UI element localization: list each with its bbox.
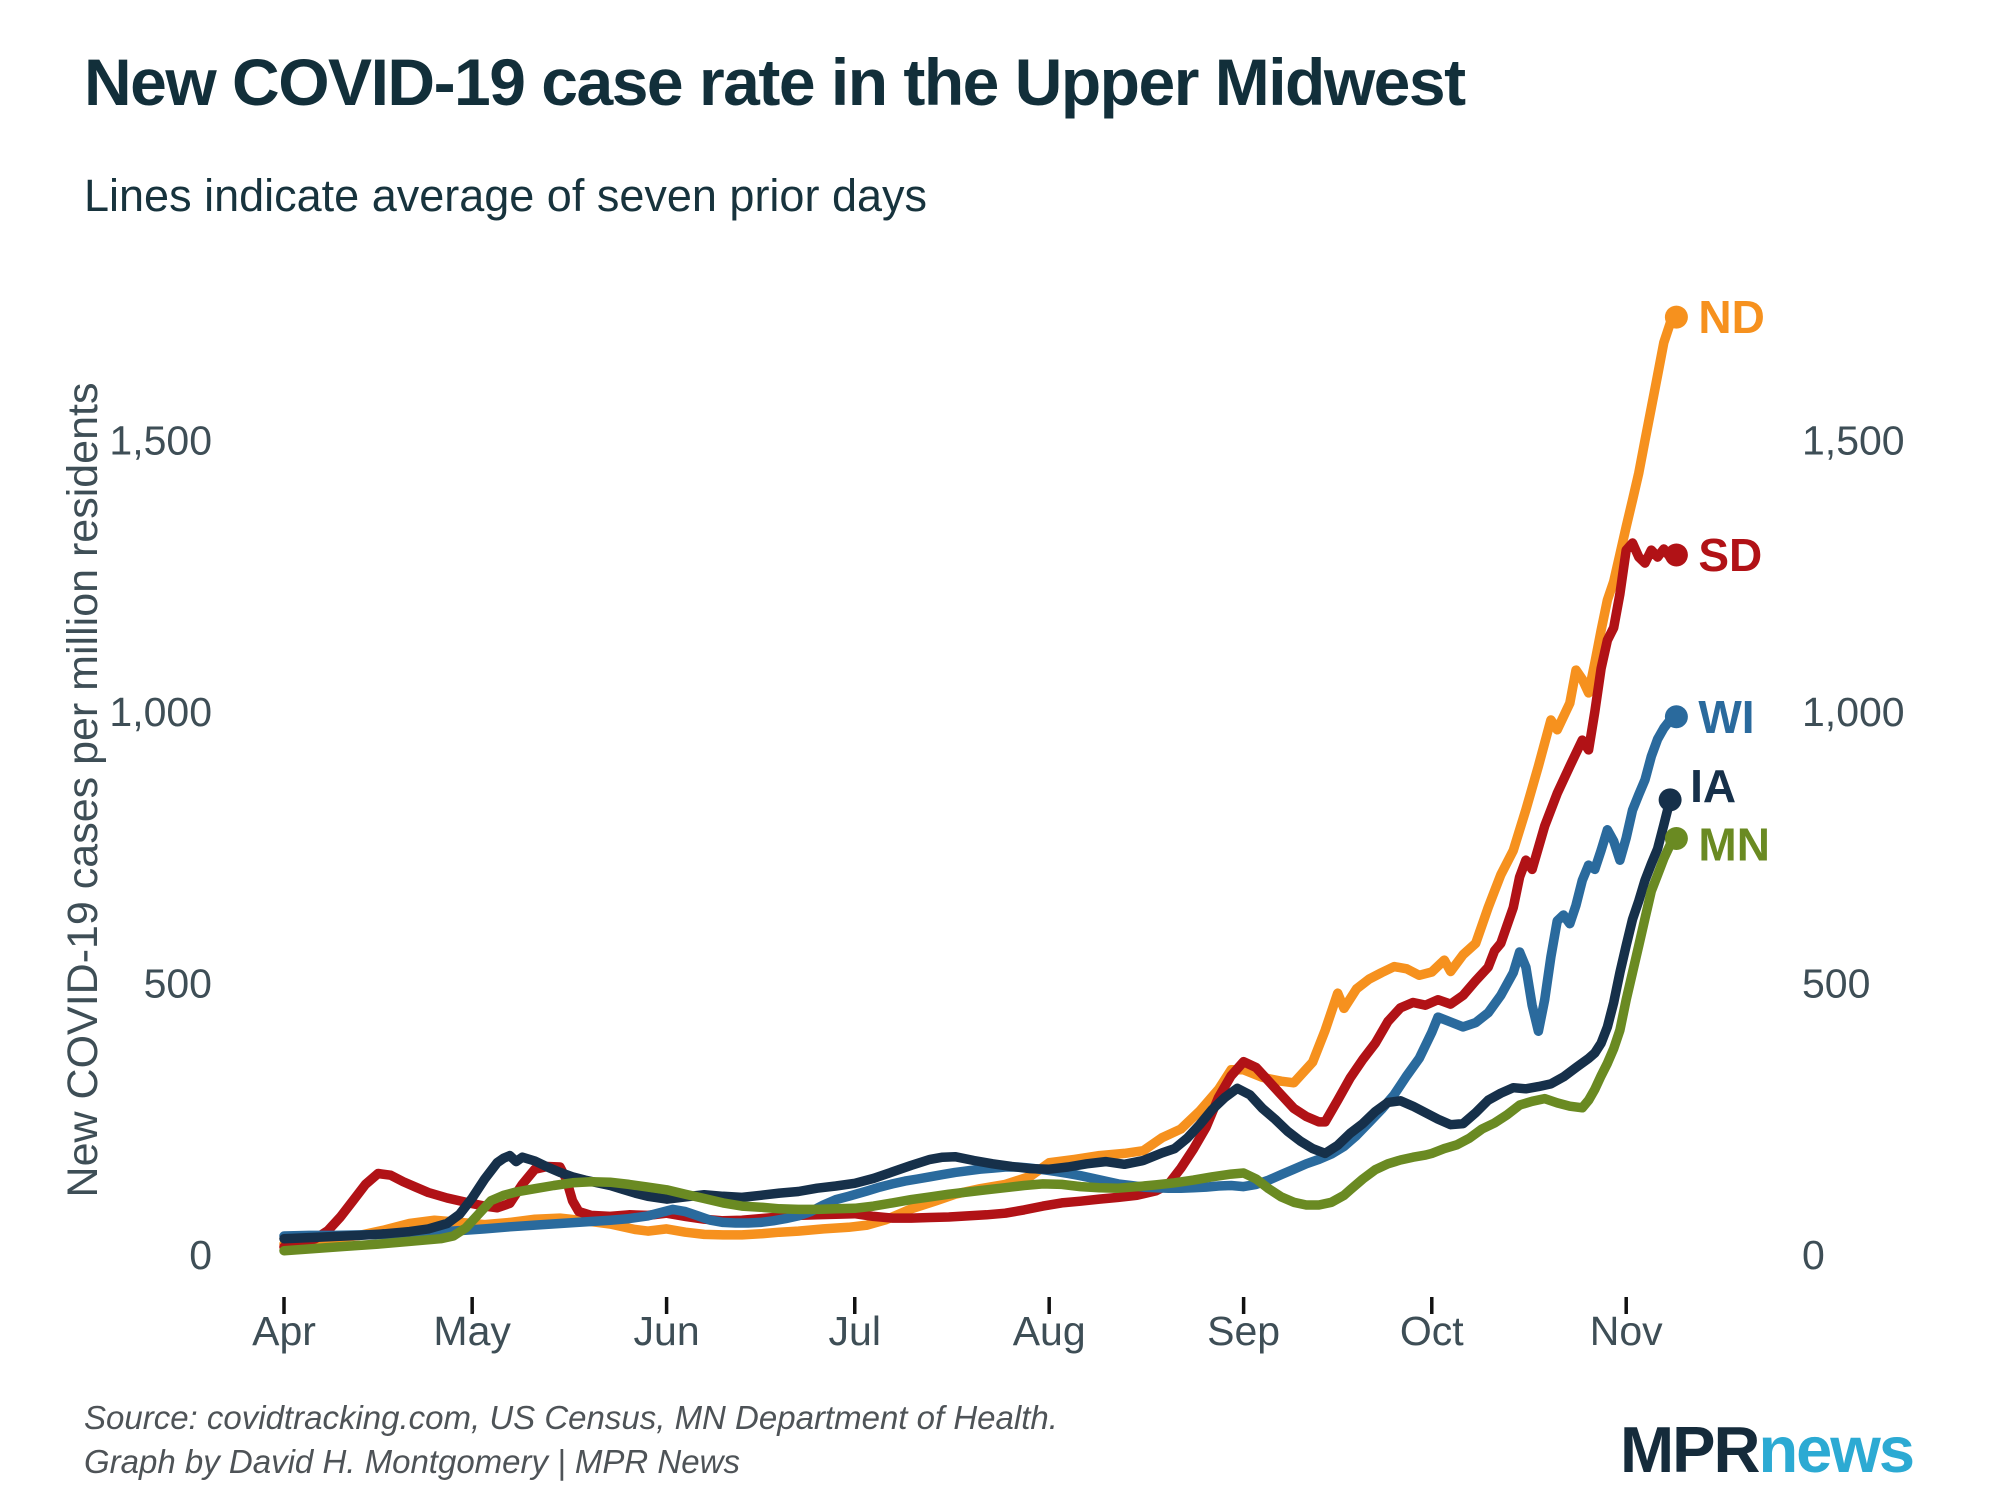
y-tick-label-right-0: 0 <box>1802 1232 1825 1278</box>
y-tick-label-right-500: 500 <box>1802 960 1870 1006</box>
source-credit: Source: covidtracking.com, US Census, MN… <box>84 1396 1058 1483</box>
y-axis-title: New COVID-19 cases per million residents <box>59 383 107 1198</box>
series-end-label-mn: MN <box>1698 818 1770 870</box>
x-tick-label-jul: Jul <box>829 1308 881 1354</box>
series-end-label-nd: ND <box>1698 291 1764 343</box>
series-line-ia <box>279 795 1675 1244</box>
chart-subtitle: Lines indicate average of seven prior da… <box>84 170 928 221</box>
source-line-2: Graph by David H. Montgomery | MPR News <box>84 1442 740 1480</box>
axes-layer: Apr May Jun Jul Aug Sep Oct Nov 0 0 500 500 1,000 1,0… <box>109 417 1904 1354</box>
y-tick-label-left-0: 0 <box>189 1232 212 1278</box>
series-end-label-wi: WI <box>1698 691 1754 743</box>
series-line-nd <box>279 312 1682 1249</box>
x-tick-label-nov: Nov <box>1590 1308 1663 1354</box>
x-tick-label-apr: Apr <box>252 1308 316 1354</box>
series-end-dot-ia <box>1658 788 1682 812</box>
mpr-news-logo: MPRnews <box>1620 1412 1915 1487</box>
source-line-1: Source: covidtracking.com, US Census, MN… <box>84 1399 1058 1436</box>
mpr-logo-text: MPR <box>1620 1413 1760 1486</box>
series-layer <box>279 312 1682 1256</box>
series-end-label-sd: SD <box>1698 529 1762 581</box>
y-tick-label-right-1500: 1,500 <box>1802 417 1905 463</box>
series-end-dot-nd <box>1664 305 1688 329</box>
x-tick-label-oct: Oct <box>1400 1308 1464 1354</box>
series-end-dot-mn <box>1664 826 1688 850</box>
series-end-labels-layer: ND SD WI IA MN <box>1658 291 1770 870</box>
series-line-sd <box>279 538 1682 1252</box>
series-end-dot-sd <box>1664 543 1688 567</box>
y-tick-label-left-1500: 1,500 <box>109 417 212 463</box>
x-tick-label-may: May <box>433 1308 511 1354</box>
x-tick-label-jun: Jun <box>634 1308 700 1354</box>
x-tick-label-aug: Aug <box>1013 1308 1086 1354</box>
x-tick-label-sep: Sep <box>1207 1308 1280 1354</box>
news-logo-text: news <box>1758 1413 1915 1486</box>
series-end-dot-wi <box>1664 705 1688 729</box>
y-tick-label-right-1000: 1,000 <box>1802 689 1905 735</box>
series-line-mn <box>279 833 1682 1256</box>
y-tick-label-left-1000: 1,000 <box>109 689 212 735</box>
series-end-label-ia: IA <box>1690 760 1736 812</box>
chart-title: New COVID-19 case rate in the Upper Midw… <box>84 45 1466 119</box>
y-tick-label-left-500: 500 <box>144 960 212 1006</box>
